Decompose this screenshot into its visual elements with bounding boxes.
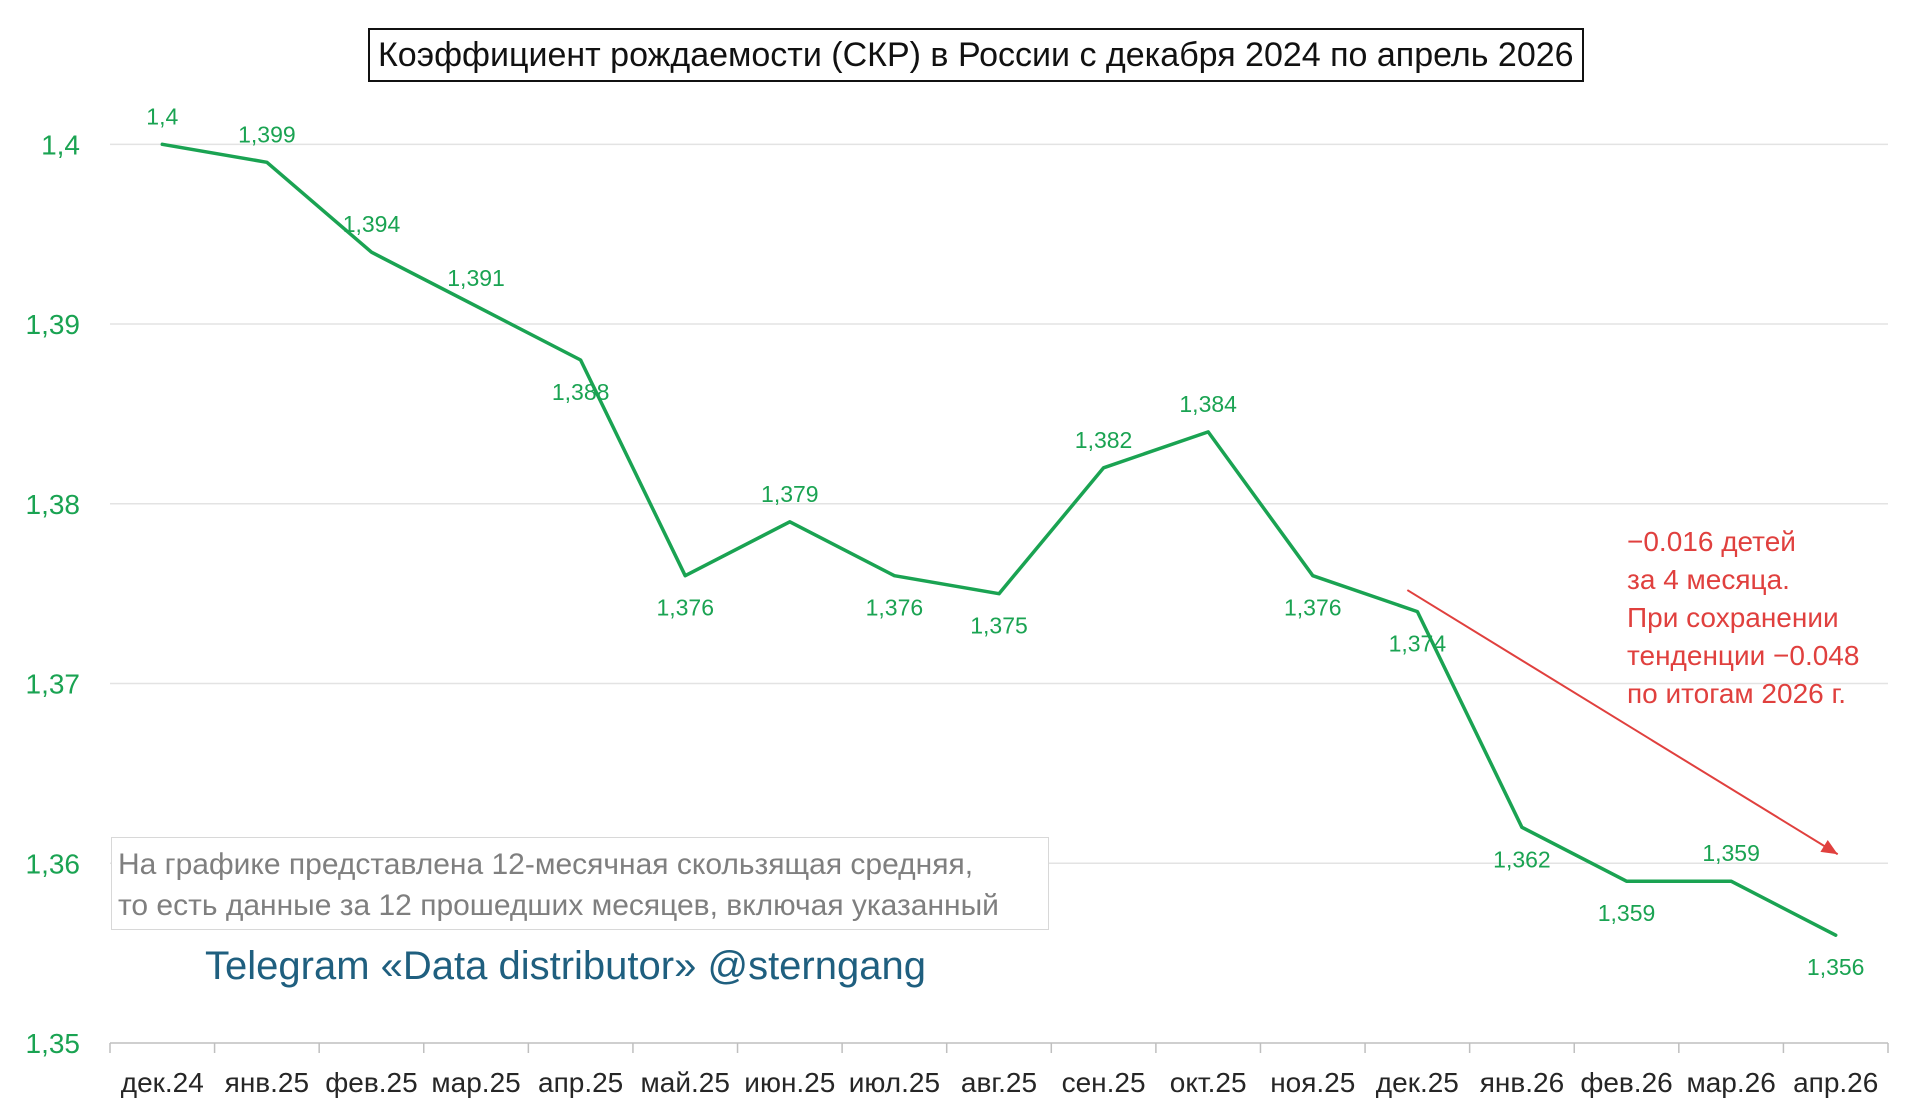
annotation-line-1: −0.016 детей — [1627, 526, 1796, 557]
note-line-2: то есть данные за 12 прошедших месяцев, … — [118, 889, 999, 922]
data-label: 1,376 — [656, 595, 714, 621]
data-label: 1,376 — [1284, 595, 1342, 621]
y-tick-label: 1,35 — [26, 1028, 81, 1059]
x-axis — [109, 1042, 1889, 1053]
x-tick-labels: дек.24 янв.25 фев.25 мар.25 апр.25 май.25 июн.… — [121, 1067, 1879, 1098]
x-tick-label: ноя.25 — [1270, 1067, 1355, 1098]
x-tick-label: дек.25 — [1376, 1067, 1459, 1098]
data-label: 1,4 — [146, 103, 178, 129]
data-label: 1,384 — [1179, 391, 1237, 417]
y-tick-label: 1,36 — [26, 848, 81, 879]
data-label: 1,359 — [1702, 840, 1760, 866]
chart-title-box: Коэффициент рождаемости (СКР) в России с… — [368, 28, 1584, 82]
x-tick-label: фев.25 — [325, 1067, 417, 1098]
x-tick-label: дек.24 — [121, 1067, 204, 1098]
data-label: 1,379 — [761, 481, 819, 507]
x-tick-label: окт.25 — [1170, 1067, 1247, 1098]
data-label: 1,375 — [970, 613, 1028, 639]
series-line — [160, 142, 1838, 937]
data-label: 1,362 — [1493, 846, 1551, 872]
telegram-credit: Telegram «Data distributor» @sterngang — [205, 944, 926, 988]
annotation-line-2: за 4 месяца. — [1627, 564, 1790, 595]
x-tick-label: фев.26 — [1580, 1067, 1672, 1098]
x-tick-label: июл.25 — [849, 1067, 940, 1098]
annotation-line-5: по итогам 2026 г. — [1627, 678, 1847, 709]
y-tick-labels: 1,35 1,36 1,37 1,38 1,39 1,4 — [26, 129, 81, 1059]
y-tick-label: 1,38 — [26, 489, 81, 520]
note-box: На графике представлена 12-месячная скол… — [111, 837, 1049, 930]
x-tick-label: сен.25 — [1062, 1067, 1146, 1098]
x-tick-label: мар.26 — [1686, 1067, 1775, 1098]
data-label: 1,382 — [1075, 427, 1133, 453]
x-tick-label: янв.25 — [225, 1067, 309, 1098]
data-label: 1,399 — [238, 121, 296, 147]
annotation-line-4: тенденции −0.048 — [1627, 640, 1860, 671]
data-labels: 1,4 1,399 1,394 1,391 1,388 1,376 1,379 1,376 1,… — [146, 103, 1864, 980]
x-tick-label: июн.25 — [744, 1067, 835, 1098]
trend-arrow — [1406, 589, 1839, 856]
note-line-1: На графике представлена 12-месячная скол… — [118, 848, 974, 881]
annotation-line-3: При сохранении — [1627, 602, 1839, 633]
data-label: 1,391 — [447, 265, 505, 291]
x-tick-label: мар.25 — [431, 1067, 520, 1098]
data-label: 1,376 — [866, 595, 924, 621]
trend-arrow-shaft — [1406, 589, 1839, 856]
data-label: 1,388 — [552, 379, 610, 405]
x-tick-label: янв.26 — [1480, 1067, 1564, 1098]
y-tick-label: 1,39 — [26, 309, 81, 340]
data-label: 1,356 — [1807, 954, 1865, 980]
data-label: 1,394 — [343, 211, 401, 237]
y-tick-label: 1,37 — [26, 669, 81, 700]
trend-annotation: −0.016 детей за 4 месяца. При сохранении… — [1627, 523, 1859, 713]
trend-arrow-head — [1820, 839, 1838, 855]
x-tick-label: апр.25 — [538, 1067, 623, 1098]
series-path — [160, 142, 1838, 937]
y-tick-label: 1,4 — [41, 129, 80, 160]
x-tick-label: авг.25 — [961, 1067, 1037, 1098]
x-tick-label: апр.26 — [1793, 1067, 1878, 1098]
chart-title: Коэффициент рождаемости (СКР) в России с… — [378, 35, 1574, 74]
data-label: 1,374 — [1389, 631, 1447, 657]
x-tick-label: май.25 — [641, 1067, 730, 1098]
gridlines — [110, 143, 1888, 865]
data-label: 1,359 — [1598, 900, 1656, 926]
